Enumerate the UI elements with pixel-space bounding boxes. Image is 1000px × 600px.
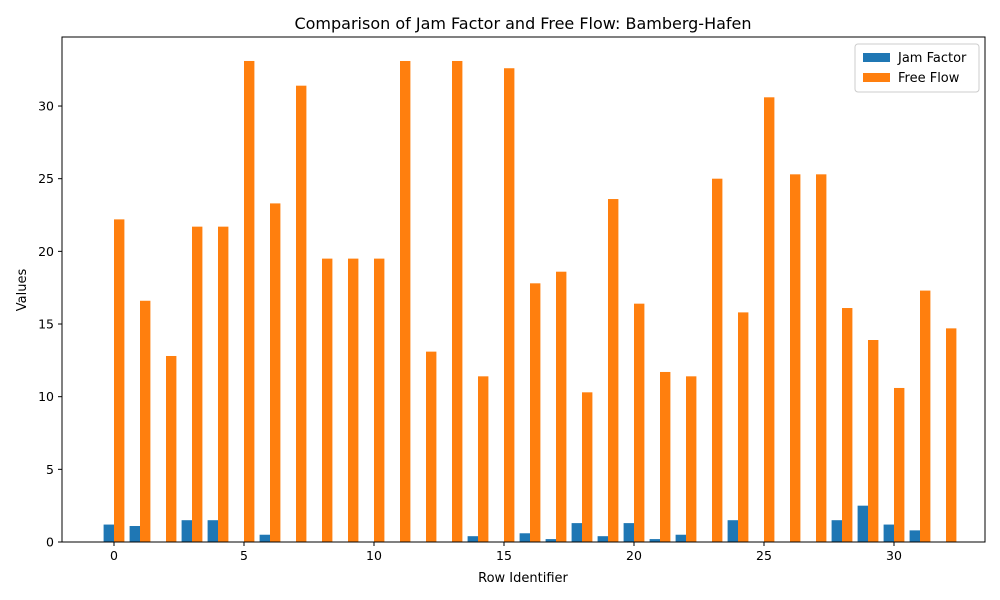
free-flow-bar xyxy=(920,290,931,542)
free-flow-bar xyxy=(738,312,749,542)
x-tick-label: 0 xyxy=(110,548,118,563)
free-flow-bar xyxy=(400,60,411,542)
free-flow-bar xyxy=(192,226,203,542)
y-tick-label: 25 xyxy=(38,171,54,186)
jam-factor-bar xyxy=(259,534,270,542)
jam-factor-bar xyxy=(467,536,478,542)
free-flow-bar xyxy=(140,300,151,542)
free-flow-bar xyxy=(296,85,307,543)
jam-factor-bar xyxy=(207,520,218,542)
jam-factor-bar xyxy=(571,523,582,542)
jam-factor-bar xyxy=(597,536,608,542)
free-flow-bar xyxy=(712,178,723,542)
jam-factor-bar xyxy=(831,520,842,542)
free-flow-bar xyxy=(894,387,905,542)
jam-factor-bar xyxy=(519,533,530,542)
jam-factor-bar xyxy=(181,520,192,542)
free-flow-bar xyxy=(504,68,515,543)
free-flow-bar xyxy=(764,97,775,542)
free-flow-bar xyxy=(608,199,619,543)
jam-factor-bar xyxy=(883,524,894,542)
free-flow-bar xyxy=(218,226,229,542)
legend-swatch-free-flow xyxy=(863,73,890,82)
bars-group xyxy=(103,60,957,543)
free-flow-bar xyxy=(660,371,671,542)
free-flow-bar xyxy=(530,283,541,542)
chart-title: Comparison of Jam Factor and Free Flow: … xyxy=(294,14,751,33)
free-flow-bar xyxy=(868,340,879,542)
x-tick-label: 30 xyxy=(886,548,902,563)
x-tick-label: 25 xyxy=(756,548,772,563)
x-tick-label: 20 xyxy=(626,548,642,563)
free-flow-bar xyxy=(686,376,697,542)
jam-factor-bar xyxy=(909,530,920,542)
legend: Jam Factor Free Flow xyxy=(854,43,980,93)
free-flow-bar xyxy=(582,392,593,542)
free-flow-bar xyxy=(348,258,359,542)
free-flow-bar xyxy=(270,203,281,542)
y-tick-label: 10 xyxy=(38,389,54,404)
free-flow-bar xyxy=(634,303,645,542)
free-flow-bar xyxy=(452,60,463,542)
legend-label-jam-factor: Jam Factor xyxy=(897,51,967,66)
legend-label-free-flow: Free Flow xyxy=(898,71,960,86)
jam-factor-bar xyxy=(103,524,114,542)
free-flow-bar xyxy=(374,258,385,542)
jam-factor-bar xyxy=(857,505,868,542)
y-tick-label: 5 xyxy=(46,462,54,477)
free-flow-bar xyxy=(816,174,827,542)
jam-factor-bar xyxy=(129,526,140,542)
free-flow-bar xyxy=(426,351,437,542)
x-tick-label: 15 xyxy=(496,548,512,563)
x-tick-label: 10 xyxy=(366,548,382,563)
jam-factor-bar xyxy=(545,539,556,542)
x-axis-label: Row Identifier xyxy=(478,571,568,586)
y-tick-label: 15 xyxy=(38,317,54,332)
axes-group: 0 5 10 15 20 25 30 0 5 10 15 20 25 30 xyxy=(38,36,986,563)
x-tick-label: 5 xyxy=(240,548,248,563)
free-flow-bar xyxy=(166,355,177,542)
free-flow-bar xyxy=(322,258,333,542)
free-flow-bar xyxy=(790,174,801,542)
jam-factor-bar xyxy=(675,534,686,542)
free-flow-bar xyxy=(114,219,125,542)
y-tick-label: 30 xyxy=(38,99,54,114)
free-flow-bar xyxy=(946,328,957,542)
free-flow-bar xyxy=(556,271,567,542)
jam-factor-bar xyxy=(623,523,634,542)
y-axis-label: Values xyxy=(15,269,30,312)
y-tick-label: 0 xyxy=(46,535,54,550)
legend-swatch-jam-factor xyxy=(863,53,890,62)
jam-factor-bar xyxy=(727,520,738,542)
plot-frame xyxy=(61,36,986,543)
free-flow-bar xyxy=(244,60,255,542)
free-flow-bar xyxy=(842,308,853,542)
y-tick-label: 20 xyxy=(38,244,54,259)
free-flow-bar xyxy=(478,376,489,542)
jam-factor-bar xyxy=(649,539,660,542)
